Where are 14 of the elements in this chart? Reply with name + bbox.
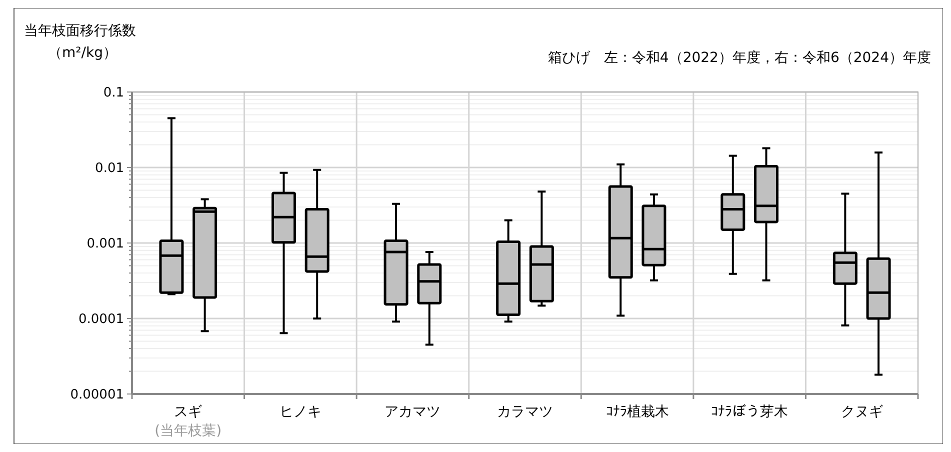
- y-tick-label: 0.001: [86, 236, 124, 252]
- y-axis-title: 当年枝面移行係数（m²/kg）: [24, 23, 136, 61]
- x-tick-label: カラマツ: [497, 404, 553, 420]
- y-tick-label: 0.0001: [78, 312, 124, 328]
- x-tick-label: ｺﾅﾗ植栽木: [606, 404, 669, 420]
- x-tick-label: スギ (当年枝葉): [154, 404, 222, 439]
- y-tick-label: 0.01: [95, 161, 124, 176]
- x-tick-label: ヒノキ: [279, 404, 322, 420]
- text: 箱ひげ 左：令和4（2022）年度，右：令和6（2024）年度: [548, 50, 931, 66]
- x-tick-label: ｺﾅﾗぼう芽木: [711, 404, 788, 420]
- y-tick-label: 0.1: [103, 86, 124, 101]
- x-tick-label: アカマツ: [384, 404, 441, 420]
- y-tick-label: 0.00001: [70, 388, 124, 403]
- x-tick-label: クヌギ: [840, 404, 883, 420]
